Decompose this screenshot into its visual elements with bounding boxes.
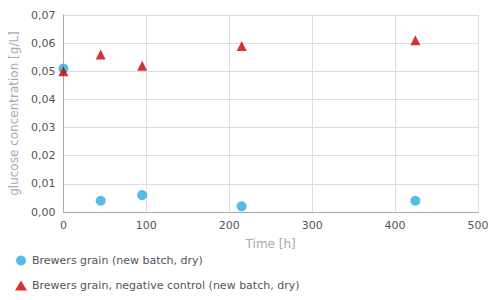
svg-text:0,04: 0,04 xyxy=(31,93,56,106)
svg-text:300: 300 xyxy=(302,219,323,232)
svg-text:Brewers grain, negative contro: Brewers grain, negative control (new bat… xyxy=(32,279,300,292)
svg-text:0,00: 0,00 xyxy=(31,206,56,219)
svg-text:0,05: 0,05 xyxy=(31,65,56,78)
svg-text:0: 0 xyxy=(60,219,67,232)
svg-text:glucose concentration [g/L]: glucose concentration [g/L] xyxy=(7,31,21,196)
svg-text:200: 200 xyxy=(219,219,240,232)
svg-text:Brewers grain (new batch, dry): Brewers grain (new batch, dry) xyxy=(32,254,203,267)
svg-text:0,07: 0,07 xyxy=(31,9,56,22)
svg-text:0,01: 0,01 xyxy=(31,177,56,190)
svg-text:0,06: 0,06 xyxy=(31,37,56,50)
svg-text:Time [h]: Time [h] xyxy=(245,237,296,251)
svg-text:100: 100 xyxy=(136,219,157,232)
svg-text:400: 400 xyxy=(385,219,406,232)
svg-text:0,02: 0,02 xyxy=(31,149,56,162)
svg-text:0,03: 0,03 xyxy=(31,121,56,134)
svg-text:500: 500 xyxy=(468,219,489,232)
